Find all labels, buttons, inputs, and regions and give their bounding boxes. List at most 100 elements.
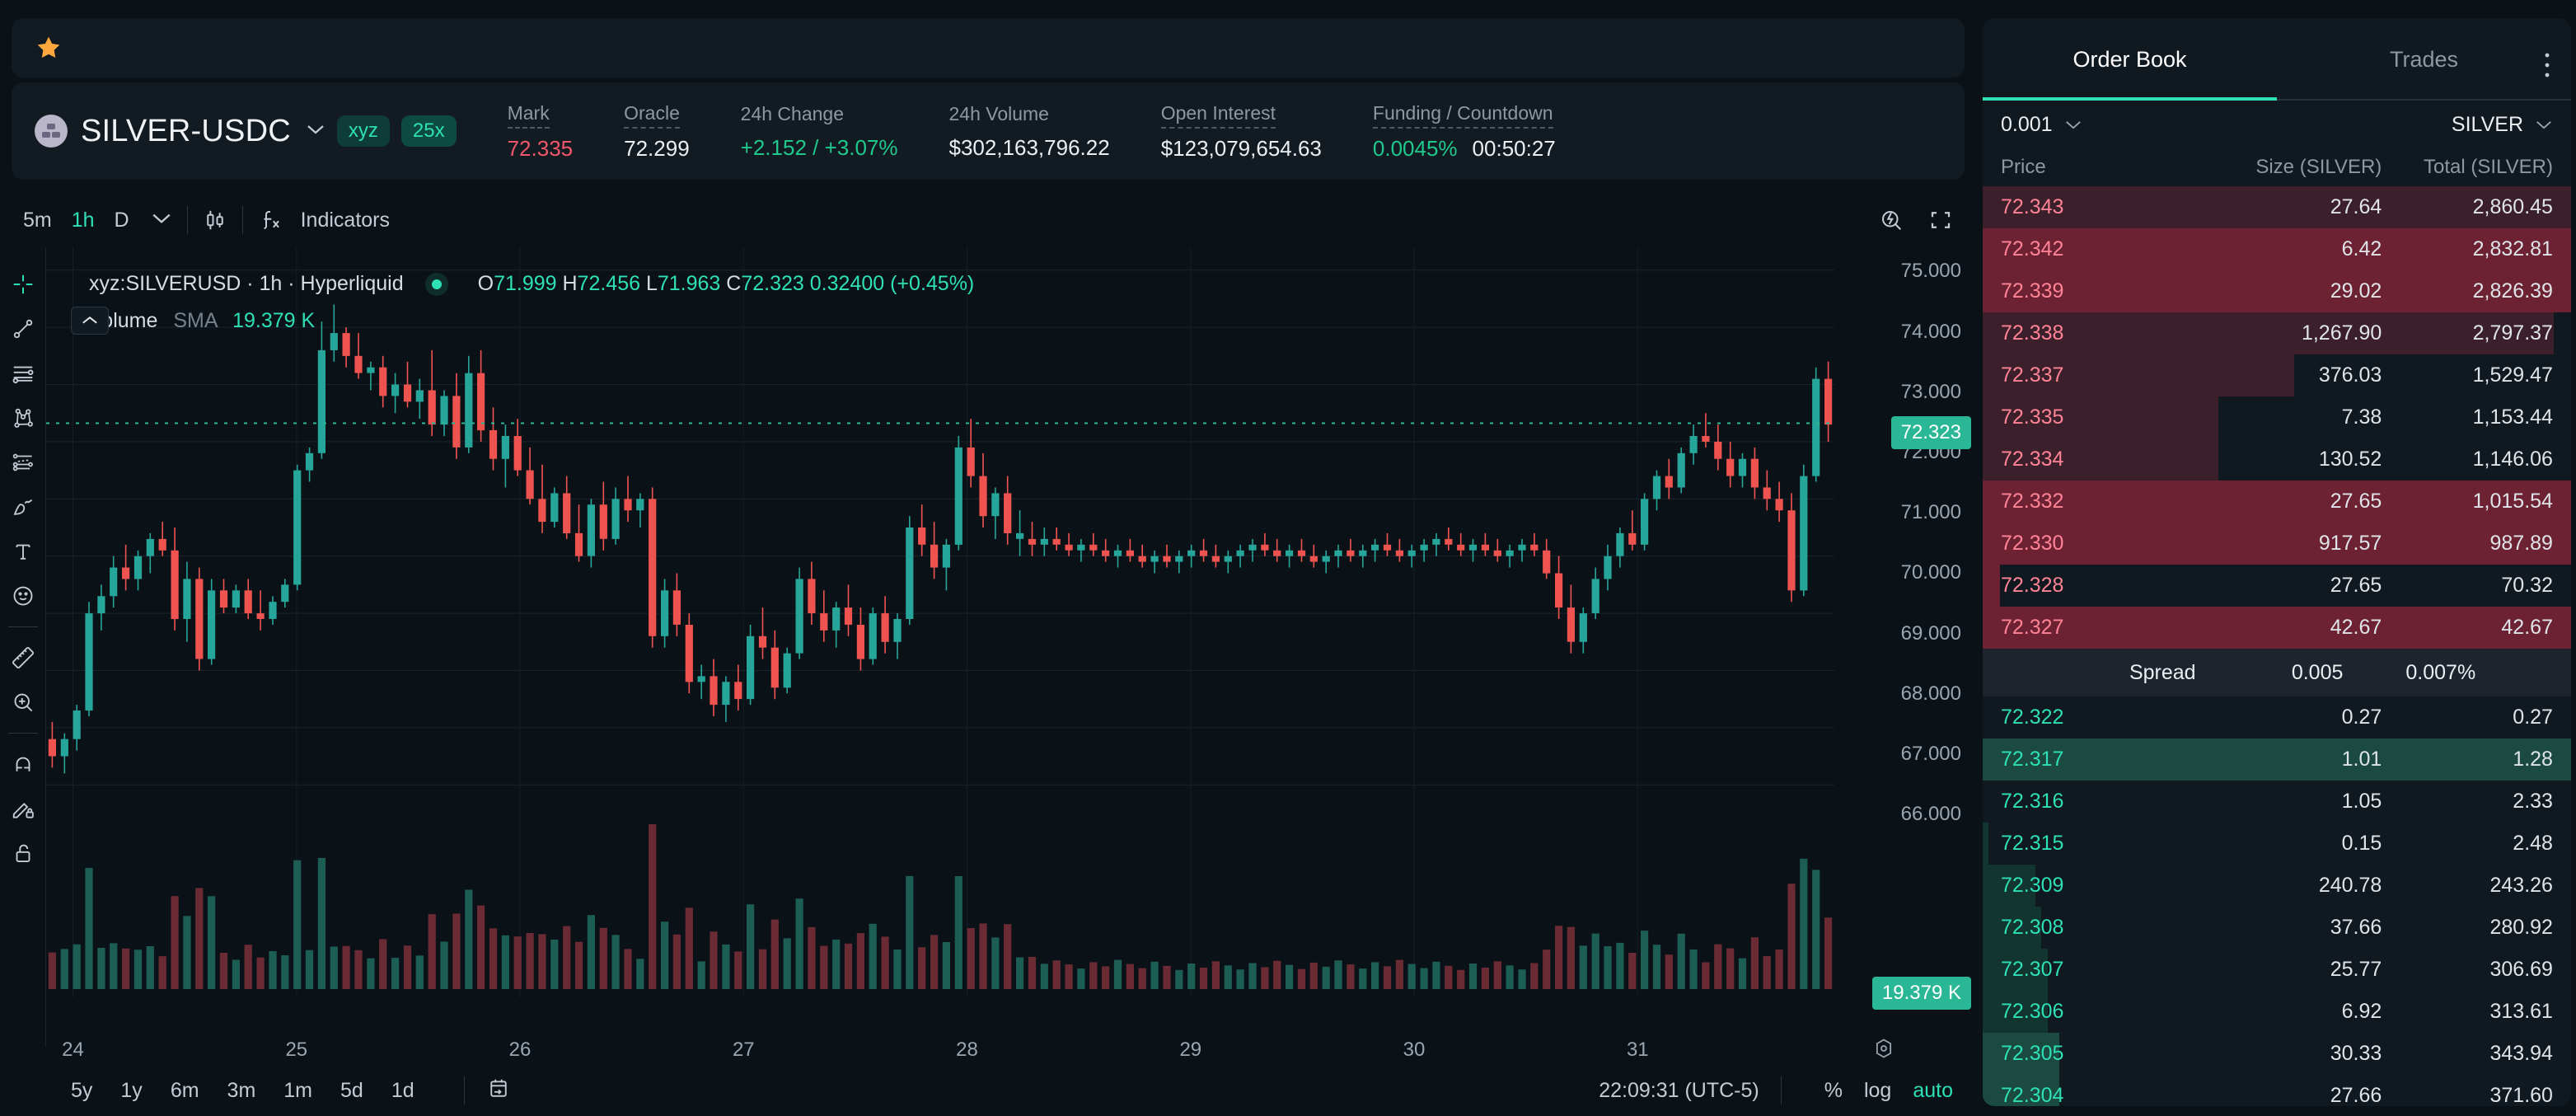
emoji-icon[interactable] bbox=[5, 574, 41, 618]
order-book-row[interactable]: 72.304 27.66 371.60 bbox=[1983, 1075, 2571, 1106]
row-total: 2,826.39 bbox=[2472, 279, 2553, 302]
row-size: 1,267.90 bbox=[2301, 321, 2382, 345]
candlestick-plot[interactable] bbox=[46, 247, 1834, 997]
ohlc-l: 71.963 bbox=[657, 272, 721, 295]
order-book-row[interactable]: 72.332 27.65 1,015.54 bbox=[1983, 481, 2571, 523]
interval-1h[interactable]: 1h bbox=[71, 208, 95, 232]
row-size: 130.52 bbox=[2318, 448, 2382, 471]
main-column: SILVER-USDC xyz 25x Mark 72.335 Oracle 7… bbox=[5, 18, 1978, 1105]
stat-mark: Mark 72.335 bbox=[507, 101, 573, 160]
go-to-date-icon[interactable] bbox=[486, 1076, 511, 1105]
brush-icon[interactable] bbox=[5, 485, 41, 529]
order-book-row[interactable]: 72.338 1,267.90 2,797.37 bbox=[1983, 312, 2571, 354]
price-tick: 71.000 bbox=[1900, 501, 1961, 524]
row-size: 29.02 bbox=[2330, 279, 2382, 302]
row-price: 72.322 bbox=[2001, 706, 2064, 729]
order-book-row[interactable]: 72.315 0.15 2.48 bbox=[1983, 823, 2571, 865]
row-total: 313.61 bbox=[2489, 1000, 2553, 1023]
kebab-menu-icon[interactable] bbox=[2543, 51, 2551, 83]
auto-scale-button[interactable]: auto bbox=[1913, 1078, 1953, 1102]
pencil-lock-icon[interactable] bbox=[5, 786, 41, 831]
price-tick: 67.000 bbox=[1900, 742, 1961, 765]
order-book-row[interactable]: 72.343 27.64 2,860.45 bbox=[1983, 186, 2571, 228]
stat-value: +2.152 / +3.07% bbox=[740, 135, 898, 161]
leverage-tag[interactable]: 25x bbox=[400, 115, 457, 147]
tick-size-select[interactable]: 0.001 bbox=[2001, 113, 2082, 137]
depth-bar bbox=[1983, 565, 2001, 607]
order-book-row[interactable]: 72.337 376.03 1,529.47 bbox=[1983, 354, 2571, 396]
order-book-row[interactable]: 72.309 240.78 243.26 bbox=[1983, 865, 2571, 907]
order-book-row[interactable]: 72.339 29.02 2,826.39 bbox=[1983, 270, 2571, 312]
horizontal-levels-icon[interactable] bbox=[5, 351, 41, 396]
range-3m[interactable]: 3m bbox=[227, 1078, 256, 1102]
trend-line-icon[interactable] bbox=[5, 307, 41, 351]
interval-5m[interactable]: 5m bbox=[23, 208, 52, 232]
price-axis[interactable]: 75.000 74.000 73.000 72.000 71.000 70.000 69.0… bbox=[1834, 247, 1978, 1039]
order-book-row[interactable]: 72.316 1.05 2.33 bbox=[1983, 781, 2571, 823]
range-5d[interactable]: 5d bbox=[340, 1078, 363, 1102]
ruler-icon[interactable] bbox=[5, 635, 41, 680]
tab-active-underline bbox=[1983, 97, 2277, 101]
range-1d[interactable]: 1d bbox=[391, 1078, 415, 1102]
collapse-pane-button[interactable] bbox=[71, 307, 109, 335]
price-tick: 75.000 bbox=[1900, 260, 1961, 283]
row-price: 72.308 bbox=[2001, 916, 2064, 939]
stat-24h-change: 24h Change +2.152 / +3.07% bbox=[741, 102, 898, 159]
order-book-row[interactable]: 72.327 42.67 42.67 bbox=[1983, 607, 2571, 649]
order-book-row[interactable]: 72.305 30.33 343.94 bbox=[1983, 1033, 2571, 1075]
tab-order-book[interactable]: Order Book bbox=[2073, 46, 2187, 72]
range-1y[interactable]: 1y bbox=[120, 1078, 143, 1102]
order-book-row[interactable]: 72.342 6.42 2,832.81 bbox=[1983, 228, 2571, 270]
crosshair-icon[interactable] bbox=[5, 262, 41, 307]
fullscreen-icon[interactable] bbox=[1928, 208, 1953, 232]
chart-legend: xyz:SILVERUSD · 1h · Hyperliquid O71.999… bbox=[89, 272, 974, 333]
chevron-down-icon[interactable] bbox=[151, 212, 172, 229]
stat-oracle: Oracle 72.299 bbox=[624, 101, 690, 160]
fib-channel-icon[interactable] bbox=[5, 440, 41, 485]
order-book-row[interactable]: 72.335 7.38 1,153.44 bbox=[1983, 396, 2571, 438]
zoom-in-icon[interactable] bbox=[5, 680, 41, 724]
order-book-row[interactable]: 72.317 1.01 1.28 bbox=[1983, 739, 2571, 781]
order-book-row[interactable]: 72.306 6.92 313.61 bbox=[1983, 991, 2571, 1033]
log-scale-button[interactable]: log bbox=[1863, 1078, 1892, 1102]
range-5y[interactable]: 5y bbox=[71, 1078, 93, 1102]
magnet-icon[interactable] bbox=[5, 742, 41, 786]
range-1m[interactable]: 1m bbox=[283, 1078, 313, 1102]
order-book-row[interactable]: 72.334 130.52 1,146.06 bbox=[1983, 438, 2571, 481]
replay-search-icon[interactable] bbox=[1879, 208, 1904, 232]
pair-chevron-down-icon[interactable] bbox=[291, 124, 326, 139]
volume-tag: 19.379 K bbox=[1871, 977, 1971, 1010]
depth-bar bbox=[1983, 1075, 2059, 1106]
funding-countdown: 00:50:27 bbox=[1472, 136, 1556, 162]
row-total: 1,015.54 bbox=[2472, 490, 2553, 513]
unit-select[interactable]: SILVER bbox=[2452, 113, 2553, 137]
candlestick-style-icon[interactable] bbox=[203, 208, 227, 232]
settings-gear-icon[interactable] bbox=[1872, 1037, 1895, 1064]
order-book-row[interactable]: 72.330 917.57 987.89 bbox=[1983, 523, 2571, 565]
depth-bar bbox=[1983, 607, 2571, 649]
price-tick: 73.000 bbox=[1900, 380, 1961, 403]
price-chart[interactable]: xyz:SILVERUSD · 1h · Hyperliquid O71.999… bbox=[46, 247, 1978, 1039]
order-book-row[interactable]: 72.307 25.77 306.69 bbox=[1983, 949, 2571, 991]
interval-d[interactable]: D bbox=[114, 208, 129, 232]
unlock-icon[interactable] bbox=[5, 831, 41, 875]
text-icon[interactable] bbox=[5, 529, 41, 574]
tab-trades[interactable]: Trades bbox=[2389, 46, 2459, 72]
order-book-row[interactable]: 72.328 27.65 70.32 bbox=[1983, 565, 2571, 607]
time-axis[interactable]: 24 25 26 27 28 29 30 31 bbox=[46, 1032, 1978, 1068]
right-column: Order Book Trades 0.001 SILVER bbox=[1978, 0, 2576, 1116]
pair-name[interactable]: SILVER-USDC bbox=[81, 113, 291, 148]
ohlc-change-pct: (+0.45%) bbox=[890, 272, 975, 295]
time-tick: 24 bbox=[62, 1039, 84, 1061]
indicators-button[interactable]: Indicators bbox=[258, 207, 400, 234]
row-size: 7.38 bbox=[2341, 406, 2382, 429]
range-6m[interactable]: 6m bbox=[170, 1078, 199, 1102]
order-book-row[interactable]: 72.322 0.27 0.27 bbox=[1983, 696, 2571, 739]
percent-scale-button[interactable]: % bbox=[1824, 1078, 1843, 1102]
elliott-wave-icon[interactable] bbox=[5, 396, 41, 440]
order-book-row[interactable]: 72.308 37.66 280.92 bbox=[1983, 907, 2571, 949]
row-size: 0.27 bbox=[2341, 706, 2382, 729]
venue-tag[interactable]: xyz bbox=[336, 115, 390, 147]
row-total: 1.28 bbox=[2513, 748, 2553, 771]
star-icon[interactable] bbox=[35, 34, 63, 62]
